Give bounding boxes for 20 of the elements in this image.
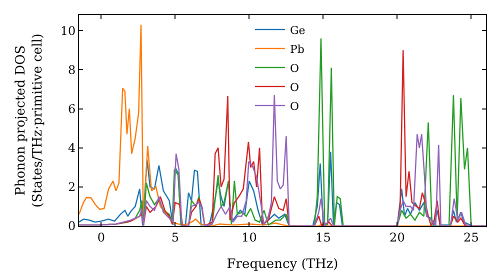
y-tick-label: 0 (68, 219, 76, 234)
legend-label: O (290, 80, 299, 94)
x-tick-label: 5 (171, 230, 180, 244)
legend-label: Pb (290, 42, 304, 56)
y-tick-label: 4 (68, 141, 76, 156)
x-tick-label: 25 (464, 230, 479, 244)
x-tick-label: 20 (390, 230, 405, 244)
y-axis-title: Phonon projected DOS (States/THz·primitive cell) (13, 33, 46, 208)
x-tick-label: 0 (97, 230, 106, 244)
x-axis-title: Frequency (THz) (226, 257, 338, 272)
line-series (79, 94, 486, 226)
y-tick-label: 6 (68, 102, 76, 116)
legend-label: Ge (290, 24, 306, 37)
y-tick-label: 2 (68, 180, 76, 194)
x-tick-label: 15 (316, 230, 331, 244)
legend-label: O (290, 100, 299, 113)
y-tick-label: 8 (68, 62, 76, 77)
y-tick-label: 10 (60, 24, 76, 38)
legend-label: O (290, 62, 299, 75)
x-tick-label: 10 (242, 230, 257, 244)
